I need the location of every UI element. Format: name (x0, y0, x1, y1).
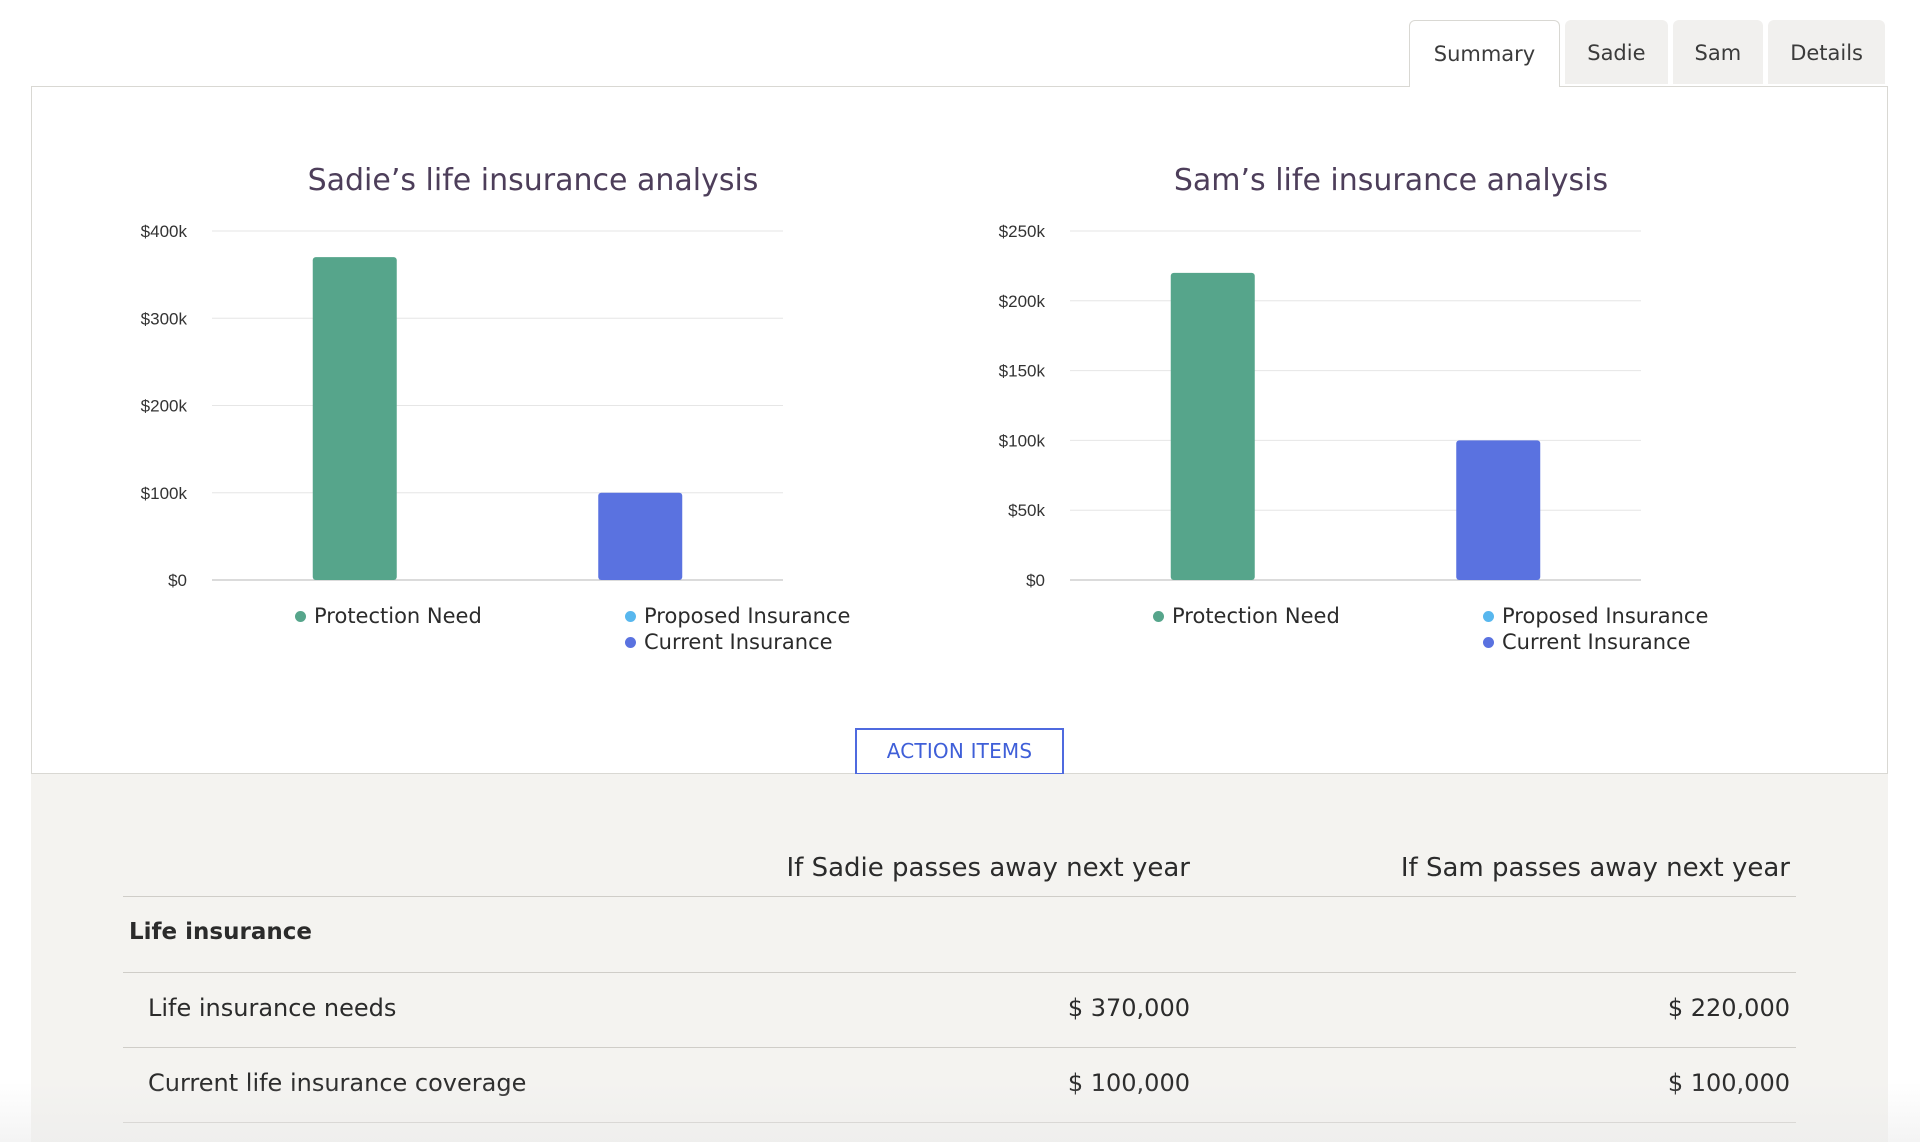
action-items-button[interactable]: ACTION ITEMS (855, 728, 1064, 775)
sadie-legend-right: Proposed Insurance Current Insurance (625, 603, 850, 655)
y-tick-label: $0 (1026, 571, 1045, 590)
section-title: Life insurance (129, 919, 312, 945)
tab-sadie[interactable]: Sadie (1565, 20, 1668, 84)
tab-summary[interactable]: Summary (1408, 20, 1561, 87)
y-tick-label: $200k (141, 397, 188, 416)
y-tick-label: $250k (999, 222, 1046, 241)
y-tick-label: $100k (141, 484, 188, 503)
legend-dot (1153, 610, 1164, 622)
bar-protection-need (1170, 272, 1255, 580)
bar-current-insurance (598, 492, 683, 580)
sam-legend-left: Protection Need (1153, 603, 1340, 629)
legend-label: Protection Need (314, 604, 482, 628)
y-tick-label: $400k (141, 222, 188, 241)
y-tick-label: $300k (141, 309, 188, 328)
row-value-sadie: $ 100,000 (1067, 1069, 1190, 1097)
legend-proposed-insurance: Proposed Insurance (625, 603, 850, 629)
sadie-chart-plot: $0 $100k $200k $300k $400k (141, 222, 783, 590)
sam-legend-right: Proposed Insurance Current Insurance (1483, 603, 1708, 655)
tab-details[interactable]: Details (1768, 20, 1885, 84)
tab-sam[interactable]: Sam (1672, 20, 1764, 84)
sam-chart: Sam’s life insurance analysis $0 $50k $100… (981, 87, 1801, 687)
section-row: Life insurance (123, 897, 1796, 973)
row-value-sadie: $ 370,000 (1067, 994, 1190, 1022)
table-row: Life insurance needs $ 370,000 $ 220,000 (123, 972, 1796, 1048)
row-value-sam: $ 220,000 (1667, 994, 1790, 1022)
sam-chart-title: Sam’s life insurance analysis (1173, 163, 1609, 198)
legend-dot (1483, 636, 1494, 648)
legend-label: Current Insurance (1502, 630, 1691, 654)
y-tick-label: $200k (999, 292, 1046, 311)
legend-label: Proposed Insurance (1502, 604, 1709, 628)
row-value-sam: $ 100,000 (1667, 1069, 1790, 1097)
col-header-sadie: If Sadie passes away next year (786, 853, 1191, 883)
y-tick-label: $150k (999, 362, 1046, 381)
legend-dot (1483, 610, 1494, 622)
sadie-legend-left: Protection Need (295, 603, 482, 629)
row-label: Current life insurance coverage (148, 1069, 527, 1097)
legend-label: Current Insurance (644, 630, 833, 654)
comparison-section: If Sadie passes away next year If Sam pa… (31, 774, 1888, 1142)
legend-current-insurance: Current Insurance (1483, 629, 1708, 655)
y-tick-label: $50k (1008, 501, 1045, 520)
legend-dot (625, 636, 636, 648)
legend-current-insurance: Current Insurance (625, 629, 850, 655)
legend-dot (625, 610, 636, 622)
table-row: Current life insurance coverage $ 100,00… (123, 1047, 1796, 1123)
sam-chart-plot: $0 $50k $100k $150k $200k $250k (999, 222, 1641, 590)
summary-panel: Sadie’s life insurance analysis $0 $100k $… (31, 86, 1888, 775)
bar-protection-need (312, 257, 397, 580)
bar-current-insurance (1456, 440, 1541, 580)
legend-dot (295, 610, 306, 622)
col-header-sam: If Sam passes away next year (1400, 853, 1790, 883)
legend-proposed-insurance: Proposed Insurance (1483, 603, 1708, 629)
legend-label: Protection Need (1172, 604, 1340, 628)
tab-bar: Summary Sadie Sam Details (1404, 20, 1885, 87)
legend-protection-need: Protection Need (1153, 603, 1340, 629)
sadie-chart: Sadie’s life insurance analysis $0 $100k $… (123, 87, 943, 687)
sadie-chart-title: Sadie’s life insurance analysis (307, 163, 759, 198)
legend-protection-need: Protection Need (295, 603, 482, 629)
table-header: If Sadie passes away next year If Sam pa… (123, 844, 1796, 897)
y-tick-label: $0 (168, 571, 187, 590)
legend-label: Proposed Insurance (644, 604, 851, 628)
y-tick-label: $100k (999, 431, 1046, 450)
row-label: Life insurance needs (148, 994, 397, 1022)
